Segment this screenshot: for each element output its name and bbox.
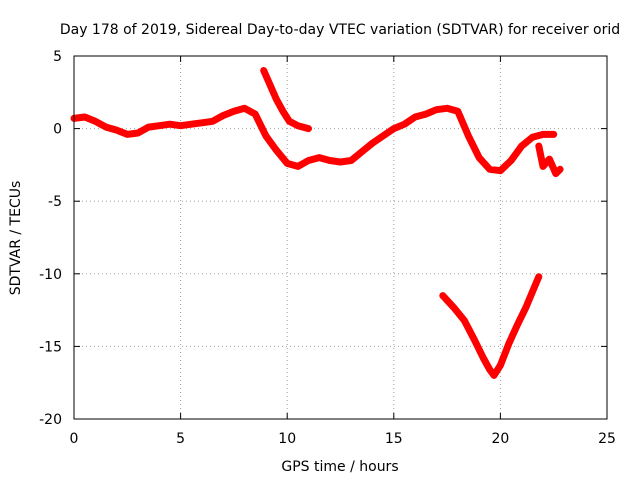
x-tick-label: 15	[385, 431, 403, 447]
y-axis-label: SDTVAR / TECUs	[8, 181, 24, 296]
x-axis-label: GPS time / hours	[281, 459, 398, 475]
x-tick-label: 20	[491, 431, 509, 447]
series-line-tail-branch	[535, 142, 564, 178]
series-line-arc-segment	[260, 67, 312, 133]
y-tick-label: -20	[39, 412, 62, 428]
x-tick-label: 10	[278, 431, 296, 447]
x-tick-label: 5	[176, 431, 185, 447]
x-tick-label: 25	[598, 431, 616, 447]
x-tick-label: 0	[70, 431, 79, 447]
x-tick-labels: 0 5 10 15 20 25	[70, 431, 616, 447]
series-line-main-track	[70, 104, 558, 175]
series-line-v-segment	[439, 273, 543, 379]
chart-title: Day 178 of 2019, Sidereal Day-to-day VTE…	[60, 22, 620, 38]
y-tick-label: -15	[39, 339, 62, 355]
axis-ticks	[73, 55, 608, 420]
data-series	[70, 67, 564, 379]
grid-lines	[74, 56, 607, 419]
y-tick-label: 0	[53, 122, 62, 138]
y-tick-label: -5	[48, 194, 62, 210]
y-tick-labels: 5 0 -5 -10 -15 -20	[39, 49, 62, 428]
plot-frame	[73, 55, 608, 420]
y-tick-label: 5	[53, 49, 62, 65]
y-tick-label: -10	[39, 267, 62, 283]
